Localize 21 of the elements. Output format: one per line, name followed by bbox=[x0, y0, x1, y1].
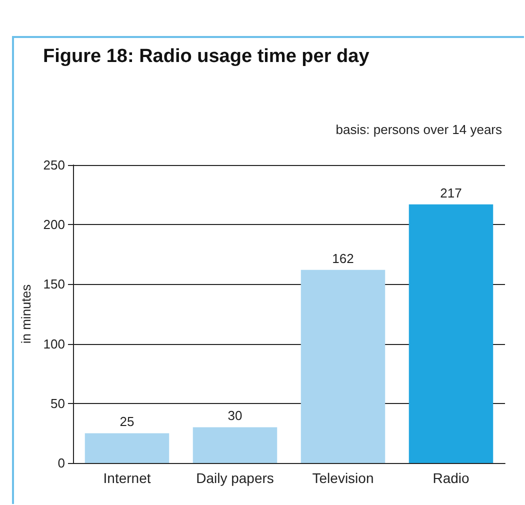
chart-title: Figure 18: Radio usage time per day bbox=[43, 46, 370, 67]
x-tick-label: Television bbox=[312, 470, 374, 486]
y-tick-label: 250 bbox=[43, 158, 65, 172]
bar bbox=[408, 204, 494, 463]
y-tick-label: 50 bbox=[50, 396, 65, 411]
text: basis: persons over 14 years bbox=[336, 122, 502, 137]
y-tick-label: 150 bbox=[43, 276, 65, 292]
bar bbox=[84, 433, 170, 463]
x-tick-label: Internet bbox=[103, 470, 151, 486]
data-label: 30 bbox=[228, 408, 242, 424]
data-label: 217 bbox=[440, 185, 462, 200]
data-label: 162 bbox=[332, 250, 354, 266]
y-tick-label: 200 bbox=[43, 217, 65, 232]
y-axis-title: in minutes bbox=[18, 284, 34, 344]
y-tick-label: 100 bbox=[43, 336, 65, 352]
x-tick-label: Daily papers bbox=[196, 470, 274, 486]
y-tick-label: 0 bbox=[58, 456, 65, 470]
x-tick-label: Radio bbox=[432, 470, 470, 486]
data-label: 25 bbox=[120, 414, 134, 430]
bar bbox=[300, 270, 386, 463]
bar bbox=[192, 427, 278, 463]
